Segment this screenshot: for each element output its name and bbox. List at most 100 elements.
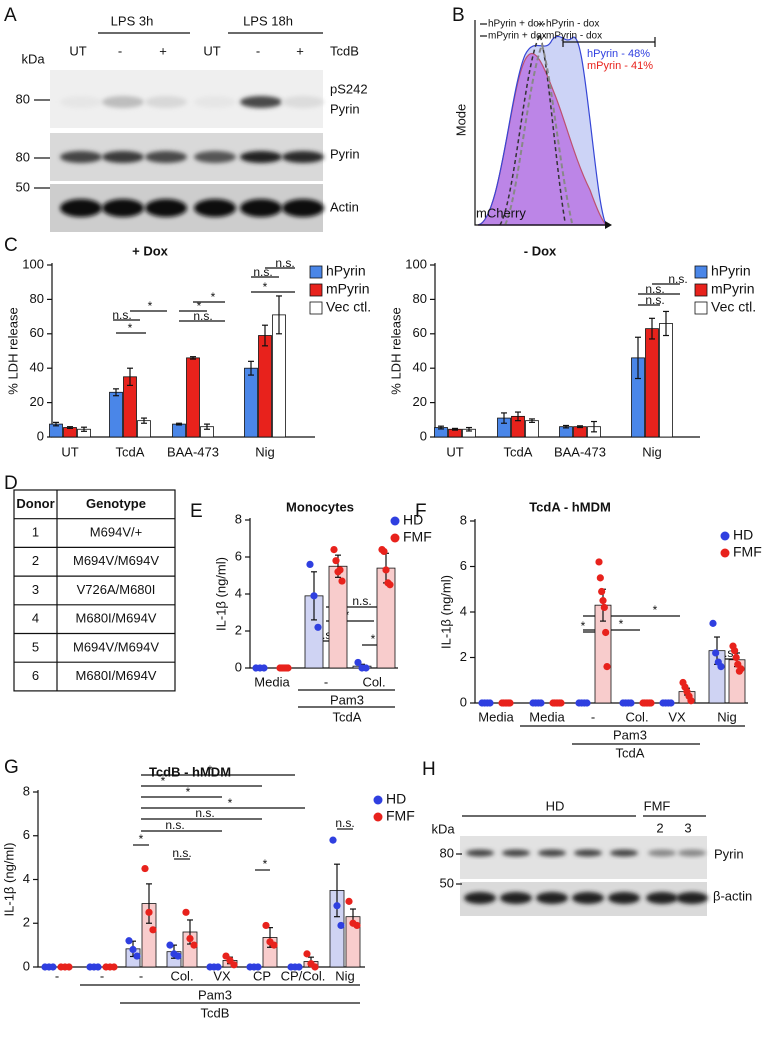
significance-label: n.s. bbox=[172, 846, 191, 860]
bar bbox=[109, 391, 123, 438]
x-tick-label: - bbox=[55, 968, 59, 983]
chart-title: TcdA - hMDM bbox=[529, 499, 611, 514]
panel-label: A bbox=[4, 5, 17, 26]
blot-band bbox=[646, 892, 678, 904]
legend-text: hPyrin + dox bbox=[488, 19, 544, 30]
data-point bbox=[190, 941, 198, 949]
data-point bbox=[49, 963, 57, 971]
table-cell: M680I/M694V bbox=[76, 668, 157, 683]
data-point bbox=[284, 664, 292, 672]
blot-band bbox=[648, 849, 676, 857]
table-header: Genotype bbox=[86, 496, 146, 511]
data-point bbox=[329, 836, 337, 844]
legend-text: HD bbox=[733, 527, 753, 543]
data-point bbox=[596, 574, 604, 582]
legend-text: Vec ctl. bbox=[326, 299, 371, 315]
data-point bbox=[667, 699, 675, 707]
data-point bbox=[506, 699, 514, 707]
legend-text: FMF bbox=[733, 544, 762, 560]
data-point bbox=[602, 628, 610, 637]
blot-band bbox=[282, 199, 324, 217]
data-point bbox=[254, 963, 262, 971]
table-cell: M694V/M694V bbox=[73, 639, 159, 654]
legend-dot bbox=[373, 795, 383, 805]
data-point bbox=[186, 934, 194, 943]
y-tick-label: 0 bbox=[37, 428, 44, 443]
x-tick-label: CP bbox=[253, 968, 271, 983]
data-point bbox=[362, 664, 370, 672]
blot-band bbox=[466, 849, 494, 857]
blot-band bbox=[608, 892, 640, 904]
data-point bbox=[166, 941, 174, 949]
legend-dot bbox=[720, 531, 730, 541]
data-point bbox=[599, 597, 607, 605]
treatment-label: LPS 3h bbox=[111, 13, 154, 28]
lane-label: UT bbox=[69, 43, 86, 58]
x-tick-label: Nig bbox=[335, 968, 355, 983]
legend-text: mPyrin + dox bbox=[488, 31, 547, 42]
table-cell: 2 bbox=[32, 553, 39, 568]
y-tick-label: 80 bbox=[413, 291, 427, 306]
data-point bbox=[311, 963, 319, 971]
data-point bbox=[712, 649, 720, 657]
legend-text: Vec ctl. bbox=[711, 299, 756, 315]
chart-title: TcdB - hMDM bbox=[149, 764, 231, 779]
table-cell: 1 bbox=[32, 524, 39, 539]
panel-label: E bbox=[190, 501, 203, 522]
x-tick-label: Col. bbox=[362, 674, 385, 689]
blot-band bbox=[194, 151, 236, 163]
data-point bbox=[336, 566, 344, 574]
data-point bbox=[598, 587, 606, 596]
blot-band bbox=[282, 96, 324, 108]
legend-text: FMF bbox=[403, 529, 432, 545]
panel-label: G bbox=[4, 757, 19, 778]
x-tick-label: Nig bbox=[717, 709, 737, 724]
data-point bbox=[354, 658, 362, 667]
axis-arrow bbox=[605, 221, 612, 229]
significance-label: * bbox=[581, 619, 586, 633]
table-cell: M694V/+ bbox=[90, 524, 142, 539]
data-point bbox=[353, 921, 361, 930]
bar bbox=[186, 357, 200, 438]
x-tick-label: Col. bbox=[625, 709, 648, 724]
x-tick-label: BAA-473 bbox=[554, 444, 606, 459]
flow-axes bbox=[474, 20, 605, 226]
table-frame bbox=[13, 489, 176, 692]
significance-label: n.s. bbox=[645, 282, 664, 296]
significance-label: n.s. bbox=[645, 293, 664, 307]
marker-label: 50 bbox=[440, 875, 454, 890]
data-point bbox=[65, 963, 73, 971]
data-point bbox=[149, 926, 157, 934]
legend-swatch bbox=[694, 283, 708, 297]
lane-label: + bbox=[159, 43, 167, 58]
bar bbox=[244, 367, 258, 438]
blot-band bbox=[282, 151, 324, 163]
y-tick-label: 6 bbox=[235, 548, 242, 563]
blot-band bbox=[102, 199, 144, 217]
blot-band bbox=[572, 892, 604, 904]
data-point bbox=[333, 902, 341, 910]
data-point bbox=[214, 963, 222, 971]
axes bbox=[474, 519, 748, 704]
data-point bbox=[537, 699, 545, 707]
data-point bbox=[731, 647, 739, 655]
data-point bbox=[94, 963, 102, 971]
significance-label: n.s. bbox=[668, 272, 687, 286]
legend-text: HD bbox=[403, 512, 423, 528]
significance-label: n.s. bbox=[335, 816, 354, 830]
data-point bbox=[182, 908, 190, 916]
group-label: TcdB bbox=[201, 1005, 230, 1020]
group-label: HD bbox=[546, 798, 565, 813]
kda-label: kDa bbox=[21, 51, 45, 66]
y-axis-title: % LDH release bbox=[5, 307, 20, 394]
x-tick-label: Col. bbox=[170, 968, 193, 983]
y-tick-label: 8 bbox=[460, 512, 467, 527]
marker-label: 80 bbox=[440, 845, 454, 860]
data-point bbox=[583, 699, 591, 707]
data-point bbox=[133, 952, 141, 960]
histogram-hpyrin-nodox bbox=[499, 33, 566, 226]
data-point bbox=[270, 941, 278, 949]
chart-title: - Dox bbox=[524, 243, 557, 258]
x-tick-label: BAA-473 bbox=[167, 444, 219, 459]
